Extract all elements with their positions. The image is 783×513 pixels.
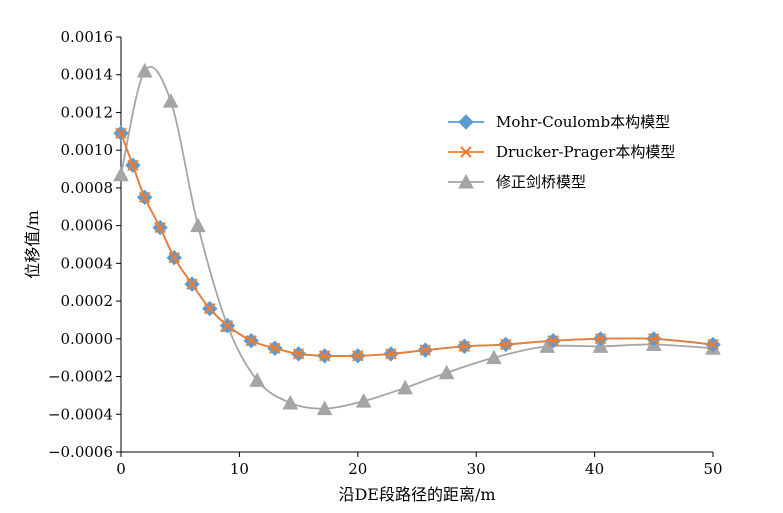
data-point [355,393,372,408]
legend-label: Drucker-Prager本构模型 [496,143,675,161]
x-axis-title: 沿DE段路径的距离/m [338,485,495,504]
data-point-stroke [154,221,166,234]
y-tick-label: −0.0002 [48,368,113,386]
data-point-stroke [168,251,180,264]
data-point [318,350,331,362]
y-tick-label: 0.0002 [61,292,114,310]
data-point-stroke [318,350,331,362]
legend-swatch-marker [460,146,472,158]
data-point [385,348,397,360]
data-point [316,400,333,416]
data-point [438,364,455,380]
data-point-stroke [127,159,139,171]
legend-swatch-marker-stroke [460,146,472,158]
data-point [458,340,471,353]
legend-item: Mohr-Coulomb本构模型 [448,113,670,131]
data-point-stroke [352,350,364,362]
data-point [204,302,216,315]
legend-swatch-marker [458,114,474,130]
y-ticks: −0.0006 −0.0004 −0.0002 0.0000 0.0002 0.0004 0… [48,28,121,461]
x-tick-label: 30 [467,460,486,478]
y-tick-label: 0.0000 [61,330,114,348]
y-tick-label: −0.0006 [48,443,113,461]
data-point-stroke [221,319,234,332]
data-point [707,338,719,351]
data-point-stroke [292,348,305,360]
data-point-stroke [500,338,512,351]
data-point-stroke [138,191,151,204]
data-point [221,319,234,332]
data-point [113,166,129,182]
y-tick-label: 0.0008 [61,179,114,197]
legend-item: 修正剑桥模型 [448,173,586,191]
data-point [648,333,660,345]
y-tick-label: 0.0006 [61,217,114,235]
data-point [594,333,607,345]
data-point [547,334,559,347]
data-point [127,159,139,171]
series-line [120,132,714,357]
data-point [292,348,305,360]
data-point-stroke [385,348,397,360]
x-tick-label: 10 [230,460,249,478]
y-tick-label: 0.0010 [61,141,114,159]
legend-label: 修正剑桥模型 [496,173,586,191]
data-point [162,93,179,108]
data-point [168,251,180,264]
legend-label: Mohr-Coulomb本构模型 [496,113,670,131]
data-point-stroke [115,127,127,139]
data-point-stroke [547,334,559,347]
data-point [190,217,206,233]
data-point-stroke [707,338,719,351]
data-point [352,350,364,362]
series-2 [113,62,721,416]
data-point [419,344,431,356]
data-point [154,221,166,234]
data-point [269,342,281,354]
series-1 [115,127,719,362]
data-point [136,62,153,78]
y-tick-label: −0.0004 [48,405,113,423]
y-tick-label: 0.0012 [61,103,114,121]
x-tick-label: 0 [116,460,126,478]
y-axis-title: 位移值/m [23,210,42,279]
series-layer [113,62,721,416]
data-point-stroke [269,342,281,354]
y-tick-label: 0.0014 [61,66,114,84]
data-point [115,127,127,139]
series-line [120,132,714,357]
data-point [397,379,413,395]
x-tick-label: 20 [348,460,367,478]
data-point-stroke [419,344,431,356]
plot-area: −0.0006 −0.0004 −0.0002 0.0000 0.0002 0.0004 0… [48,28,723,478]
data-point [138,191,151,204]
data-point-stroke [458,340,471,353]
data-point-stroke [594,333,607,345]
data-point-stroke [204,302,216,315]
x-ticks: 0 10 20 30 40 50 [116,452,723,478]
legend-item: Drucker-Prager本构模型 [448,143,675,161]
data-point [500,338,512,351]
data-point [249,372,265,387]
data-point-stroke [186,278,198,290]
y-tick-label: 0.0016 [61,28,114,46]
data-point [282,394,299,410]
data-point-stroke [648,333,660,345]
x-tick-label: 40 [585,460,604,478]
data-point-stroke [245,334,257,347]
x-tick-label: 50 [703,460,722,478]
data-point [245,334,257,347]
series-0 [113,125,721,364]
data-point [486,349,502,365]
data-point [186,278,198,290]
legend-swatch-marker [458,173,474,189]
y-tick-label: 0.0004 [61,254,114,272]
